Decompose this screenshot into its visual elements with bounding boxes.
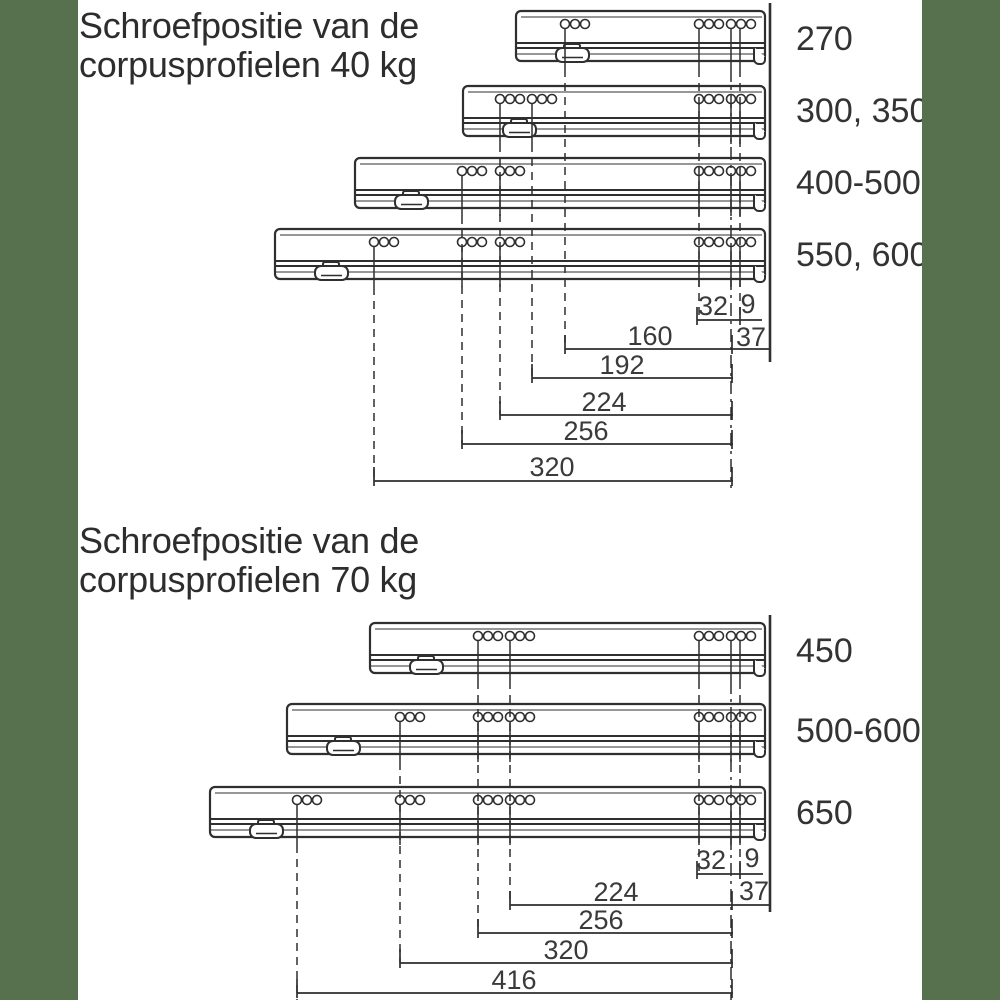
- rail-450: [368, 621, 767, 681]
- dim-label-9-40kg: 9: [740, 289, 756, 319]
- rail-270: [514, 9, 767, 69]
- rail-label-500-600: 500-600: [796, 712, 921, 750]
- green-band-left: [0, 0, 78, 1000]
- rail-label-450: 450: [796, 632, 853, 670]
- dim-label-9-70kg: 9: [744, 843, 760, 873]
- rail-label-400-500: 400-500: [796, 164, 921, 202]
- section-title-40kg-line2: corpusprofielen 40 kg: [79, 44, 417, 85]
- dim-label-320-40kg: 320: [529, 452, 575, 482]
- rail-550-600: [273, 227, 767, 287]
- section-title-70kg-line1: Schroefpositie van de: [79, 520, 419, 561]
- rail-label-650: 650: [796, 794, 853, 832]
- dimension-lines-70kg: [296, 861, 770, 998]
- dim-label-32-70kg: 32: [695, 845, 727, 875]
- dim-label-416-70kg: 416: [491, 965, 537, 995]
- rail-500-600: [285, 702, 767, 762]
- section-title-40kg-line1: Schroefpositie van de: [79, 5, 419, 46]
- dim-label-320-70kg: 320: [543, 935, 589, 965]
- dim-label-37-70kg: 37: [738, 876, 770, 906]
- dim-label-192-40kg: 192: [599, 350, 645, 380]
- dim-label-224-70kg: 224: [593, 877, 639, 907]
- dim-label-256-40kg: 256: [563, 416, 609, 446]
- reference-lines-40kg: [373, 3, 772, 488]
- green-band-right: [922, 0, 1000, 1000]
- dim-label-37-40kg: 37: [735, 322, 767, 352]
- rails-40kg: [273, 9, 767, 287]
- rails-70kg: [208, 621, 767, 845]
- rail-400-500: [353, 156, 767, 216]
- section-title-70kg-line2: corpusprofielen 70 kg: [79, 559, 417, 600]
- dimension-lines-40kg: [373, 307, 770, 486]
- rail-300-350: [461, 84, 767, 144]
- rail-label-300-350: 300, 350: [796, 92, 929, 130]
- dim-label-160-40kg: 160: [627, 321, 673, 351]
- rail-650: [208, 785, 767, 845]
- dim-label-32-40kg: 32: [697, 291, 729, 321]
- dim-label-224-40kg: 224: [581, 387, 627, 417]
- dim-label-256-70kg: 256: [578, 905, 624, 935]
- rail-label-550-600: 550, 600: [796, 236, 929, 274]
- reference-lines-70kg: [296, 615, 772, 1000]
- rail-label-270: 270: [796, 20, 853, 58]
